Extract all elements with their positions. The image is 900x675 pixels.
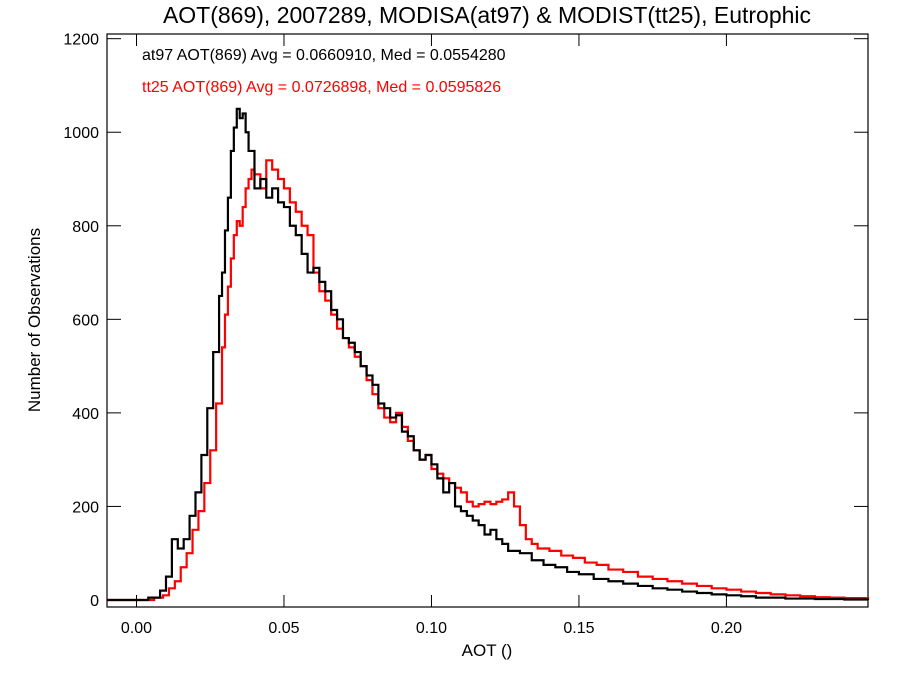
y-tick-label: 600: [72, 312, 99, 329]
y-tick-label: 800: [72, 219, 99, 236]
x-tick-label: 0.20: [711, 620, 742, 637]
y-axis-ticks: 0 200 400 600 800 1000 1200: [63, 32, 868, 610]
series-line-at97: [107, 107, 870, 602]
x-axis-ticks: 0.00 0.05 0.10 0.15 0.20: [121, 34, 742, 637]
x-tick-label: 0.10: [416, 620, 447, 637]
x-tick-label: 0.15: [563, 620, 594, 637]
x-axis-label: AOT (): [462, 641, 513, 660]
y-tick-label: 0: [90, 593, 99, 610]
annotation-at97: at97 AOT(869) Avg = 0.0660910, Med = 0.0…: [142, 47, 506, 64]
y-axis-label: Number of Observations: [25, 228, 44, 412]
y-tick-label: 1000: [63, 125, 99, 142]
x-tick-label: 0.05: [268, 620, 299, 637]
y-tick-label: 1200: [63, 32, 99, 49]
y-tick-label: 400: [72, 406, 99, 423]
chart-title: AOT(869), 2007289, MODISA(at97) & MODIST…: [163, 2, 811, 28]
y-tick-label: 200: [72, 499, 99, 516]
plot-frame: [106, 33, 869, 608]
series-layer: [107, 107, 870, 602]
annotation-tt25: tt25 AOT(869) Avg = 0.0726898, Med = 0.0…: [142, 79, 501, 96]
x-tick-label: 0.00: [121, 620, 152, 637]
